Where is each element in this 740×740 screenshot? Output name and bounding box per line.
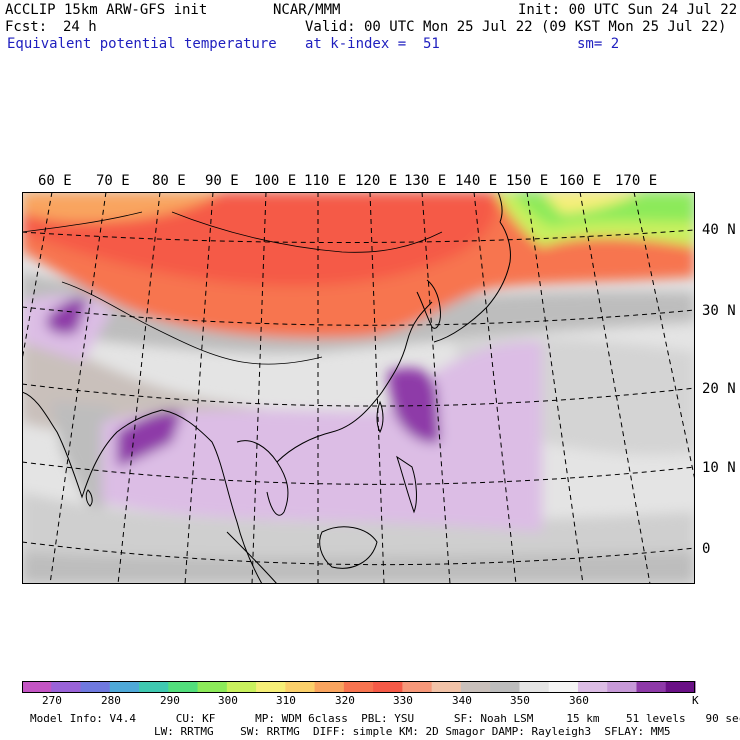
moist-core-bay-of-bengal (117, 410, 182, 467)
colorbar-swatch (168, 681, 199, 693)
lat-10 (22, 461, 695, 485)
colorbar-swatch (373, 681, 403, 693)
colorbar-swatch (343, 681, 374, 693)
valid-time: Valid: 00 UTC Mon 25 Jul 22 (09 KST Mon … (305, 19, 727, 35)
lon-label: 140 E (455, 173, 498, 189)
colorbar-tick-label: 360 (569, 694, 589, 707)
lon-label: 90 E (205, 173, 239, 189)
lon-label: 110 E (304, 173, 347, 189)
gray-band-equator (22, 552, 695, 584)
colorbar-swatch (197, 681, 228, 693)
colorbar-swatch (431, 681, 462, 693)
lat-20 (22, 383, 695, 407)
colorbar-tick-label: 310 (276, 694, 296, 707)
colorbar-swatch (139, 681, 169, 693)
model-info-line: Model Info: V4.4 CU: KF MP: WDM 6class P… (30, 712, 740, 725)
model-title: ACCLIP 15km ARW-GFS init (5, 2, 208, 18)
colorbar-swatch (636, 681, 667, 693)
org-label: NCAR/MMM (273, 2, 341, 18)
colorbar-swatch (314, 681, 345, 693)
forecast-label: Fcst: (5, 19, 48, 35)
lon-label: 100 E (254, 173, 297, 189)
lon-label: 120 E (355, 173, 398, 189)
colorbar-swatch (460, 681, 491, 693)
lat-40 (22, 229, 695, 244)
coast-sri-lanka (85, 489, 93, 507)
coast-china (276, 301, 433, 463)
coast-borneo (319, 526, 378, 569)
colorbar-tick-label: 320 (335, 694, 355, 707)
border-himalaya (61, 281, 323, 365)
coast-taiwan (376, 400, 384, 434)
lon-label: 130 E (404, 173, 447, 189)
colorbar-swatch (109, 681, 140, 693)
physics-info-line: LW: RRTMG SW: RRTMG DIFF: simple KM: 2D … (154, 725, 671, 738)
warm-air-orange (22, 192, 222, 222)
lon-label: 150 E (506, 173, 549, 189)
colorbar-tick-label: 330 (393, 694, 413, 707)
colorbar-unit: K (692, 694, 699, 707)
longitude-grid (22, 192, 695, 584)
colorbar-swatch (402, 681, 433, 693)
init-time: Init: 00 UTC Sun 24 Jul 22 (518, 2, 738, 18)
colorbar (22, 681, 696, 693)
coast-sumatra (226, 531, 278, 584)
colorbar-swatch (22, 681, 52, 693)
cool-air-light (542, 192, 642, 214)
lon-label: 170 E (615, 173, 658, 189)
map-panel (22, 192, 695, 584)
colorbar-tick-label: 350 (510, 694, 530, 707)
border-mongolia (171, 211, 443, 253)
coast-india (22, 391, 163, 499)
colorbar-swatch (607, 681, 637, 693)
coastlines (22, 192, 511, 584)
colorbar-swatch (226, 681, 257, 693)
colorbar-swatch (80, 681, 111, 693)
moist-core-northwest (47, 297, 87, 335)
lon-label: 160 E (559, 173, 602, 189)
forecast-hours: 24 h (63, 19, 97, 35)
map-frame (22, 192, 695, 584)
coast-sakhalin (497, 192, 503, 223)
colorbar-swatch (256, 681, 286, 693)
colorbar-swatch (519, 681, 550, 693)
lon-label: 60 E (38, 173, 72, 189)
colorbar-tick-label: 280 (101, 694, 121, 707)
colorbar-swatch (548, 681, 579, 693)
colorbar-tick-label: 270 (42, 694, 62, 707)
lat-label: 30 N (702, 303, 736, 319)
coast-japan (433, 221, 511, 343)
colorbar-tick-label: 300 (218, 694, 238, 707)
coast-indochina (236, 440, 289, 516)
colorbar-swatch (665, 681, 696, 693)
lon-label: 80 E (152, 173, 186, 189)
colorbar-tick-label: 340 (452, 694, 472, 707)
coast-philippines (396, 455, 417, 514)
smoothing-label: sm= 2 (577, 36, 620, 52)
lat-label: 10 N (702, 460, 736, 476)
colorbar-swatch (285, 681, 316, 693)
lat-label: 20 N (702, 381, 736, 397)
lat-30 (22, 306, 695, 326)
colorbar-frame (22, 681, 695, 693)
lon-label: 70 E (96, 173, 130, 189)
moist-core-philippine-sea (387, 368, 440, 443)
coast-korea (416, 279, 441, 329)
lat-label: 0 (702, 541, 711, 557)
field-name: Equivalent potential temperature (7, 36, 277, 52)
colorbar-swatch (490, 681, 520, 693)
colorbar-swatch (51, 681, 82, 693)
level-index: at k-index = 51 (305, 36, 440, 52)
border-kazakhstan (22, 211, 143, 233)
colorbar-tick-label: 290 (160, 694, 180, 707)
lat-label: 40 N (702, 222, 736, 238)
colorbar-swatch (577, 681, 608, 693)
